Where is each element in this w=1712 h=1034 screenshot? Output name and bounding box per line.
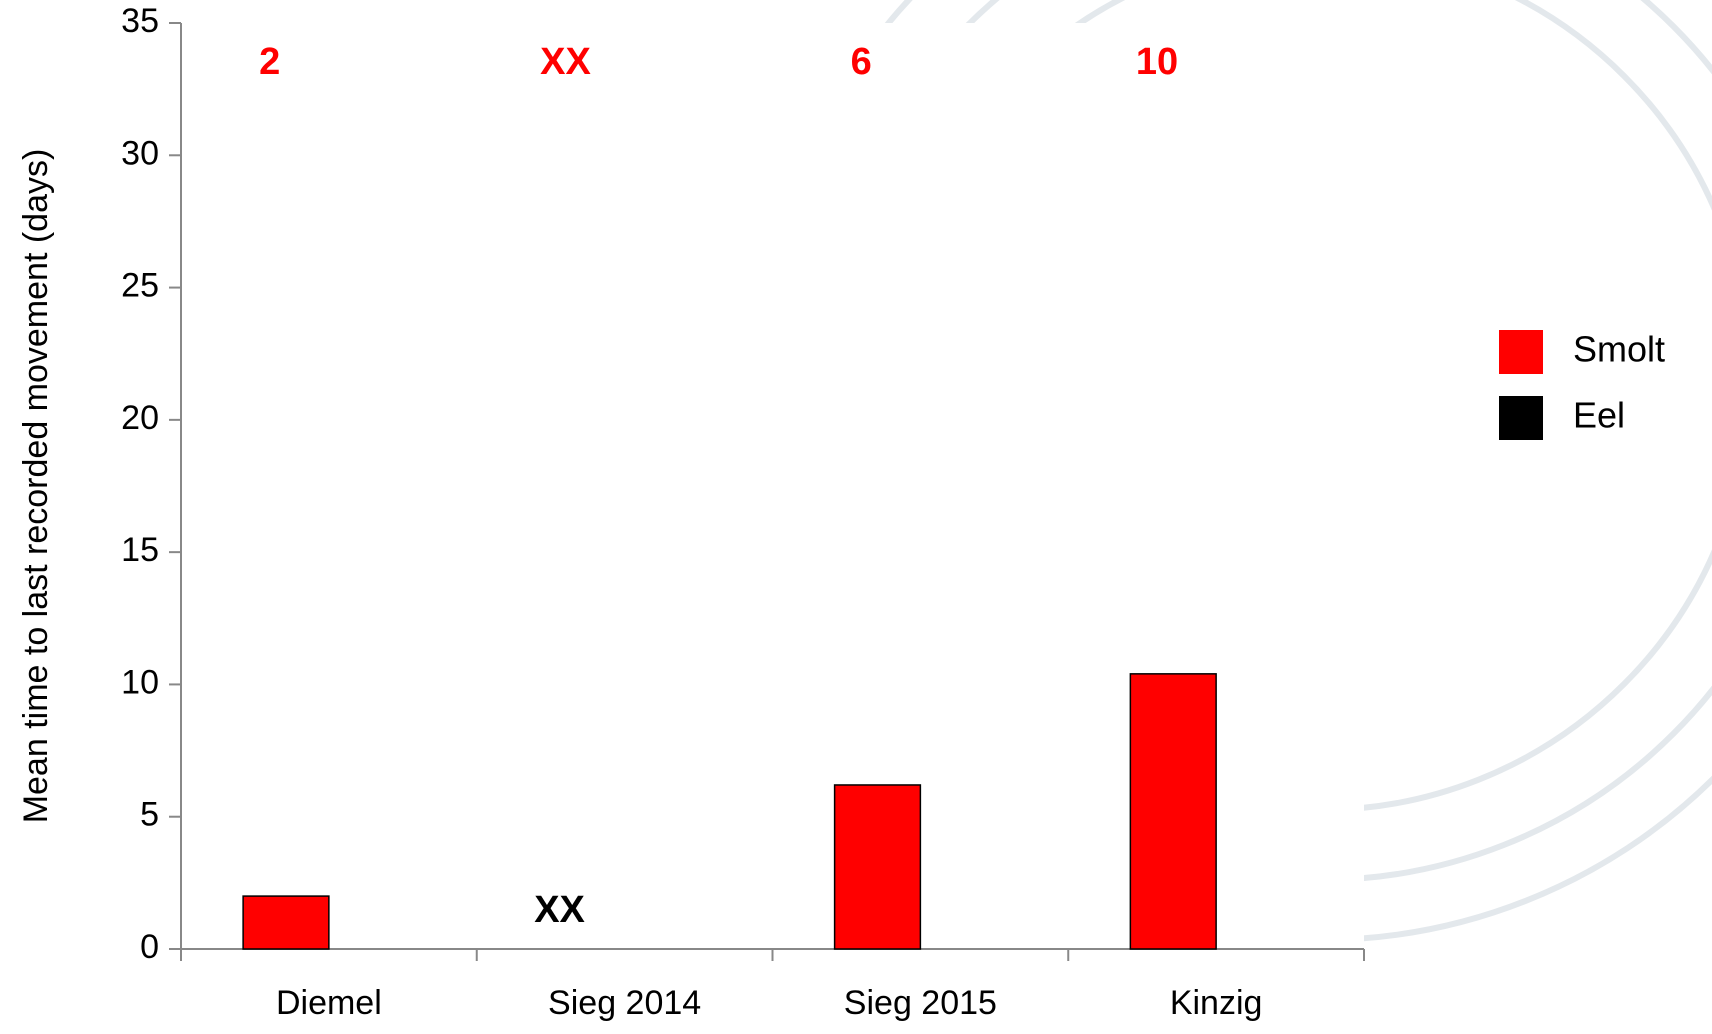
y-tick-label: 0 [140, 928, 159, 966]
legend-swatch [1499, 330, 1543, 374]
y-tick-label: 30 [121, 134, 159, 172]
x-tick-label: Diemel [276, 984, 382, 1022]
bar [833, 784, 922, 950]
y-tick-label: 20 [121, 399, 159, 437]
top-label: XX [540, 41, 591, 83]
legend-swatch [1499, 396, 1543, 440]
top-label: 6 [851, 41, 872, 83]
legend-label: Smolt [1573, 329, 1665, 370]
y-axis-label: Mean time to last recorded movement (day… [17, 149, 55, 824]
y-tick-label: 25 [121, 267, 159, 305]
bar [1129, 673, 1217, 950]
top-label: 2 [259, 41, 280, 83]
x-tick-label: Sieg 2015 [844, 984, 997, 1022]
y-tick-label: 5 [140, 796, 159, 834]
y-tick-label: 10 [121, 663, 159, 701]
top-label: 10 [1136, 41, 1178, 83]
x-tick-label: Sieg 2014 [548, 984, 701, 1022]
no-data-label: XX [534, 889, 585, 931]
y-tick-label: 35 [121, 2, 159, 40]
x-tick-label: Kinzig [1170, 984, 1263, 1022]
y-tick-label: 15 [121, 531, 159, 569]
bar [242, 895, 330, 950]
legend-label: Eel [1573, 395, 1625, 436]
